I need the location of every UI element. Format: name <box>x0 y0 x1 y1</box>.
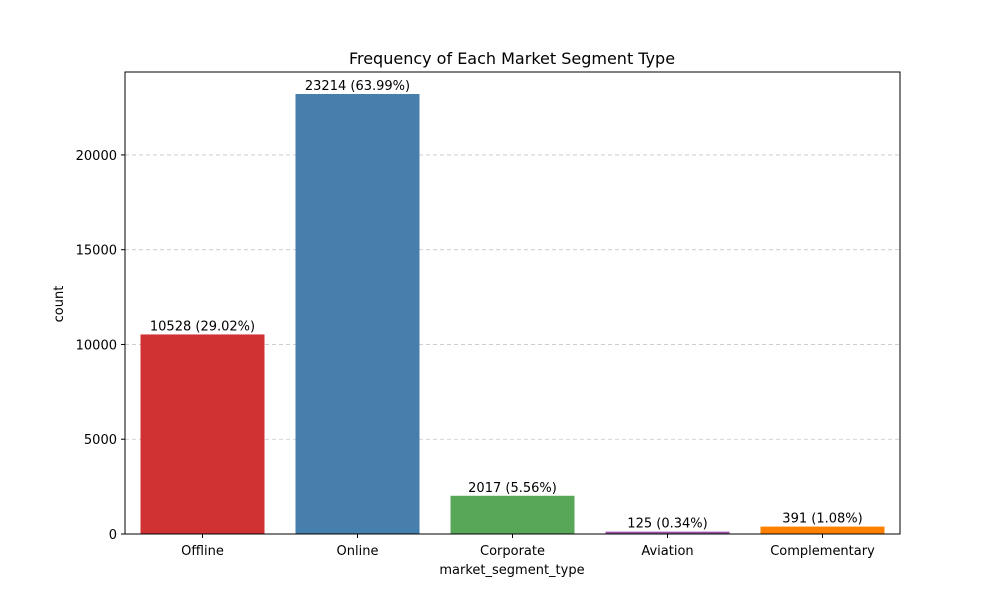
x-tick-label-online: Online <box>337 544 379 559</box>
x-tick-label-corporate: Corporate <box>480 544 545 559</box>
x-axis-ticks: Offline Online Corporate Aviation Complement… <box>181 534 875 559</box>
y-axis-ticks: 0 5000 10000 15000 20000 <box>76 149 125 543</box>
x-tick-label-aviation: Aviation <box>641 544 693 559</box>
bar-corporate <box>450 495 575 534</box>
x-tick-label-offline: Offline <box>181 544 224 559</box>
y-tick-label-4: 20000 <box>76 149 117 164</box>
bars-group <box>140 94 885 534</box>
data-label-offline: 10528 (29.02%) <box>150 319 255 334</box>
bar-online <box>295 94 420 534</box>
y-tick-label-3: 15000 <box>76 244 117 259</box>
bar-complementary <box>760 526 885 534</box>
data-label-corporate: 2017 (5.56%) <box>468 481 557 496</box>
data-label-aviation: 125 (0.34%) <box>627 517 707 532</box>
y-axis-label: count <box>52 286 67 323</box>
y-tick-label-2: 10000 <box>76 338 117 353</box>
chart-title: Frequency of Each Market Segment Type <box>349 49 675 68</box>
data-label-online: 23214 (63.99%) <box>305 79 410 94</box>
data-label-complementary: 391 (1.08%) <box>782 512 862 527</box>
y-tick-label-0: 0 <box>109 528 117 543</box>
data-labels-group: 10528 (29.02%) 23214 (63.99%) 2017 (5.56%)… <box>150 79 863 532</box>
bar-offline <box>140 334 265 534</box>
y-tick-label-1: 5000 <box>84 433 117 448</box>
x-axis-label: market_segment_type <box>439 563 584 578</box>
x-tick-label-complementary: Complementary <box>770 544 875 559</box>
bar-aviation <box>605 531 730 534</box>
